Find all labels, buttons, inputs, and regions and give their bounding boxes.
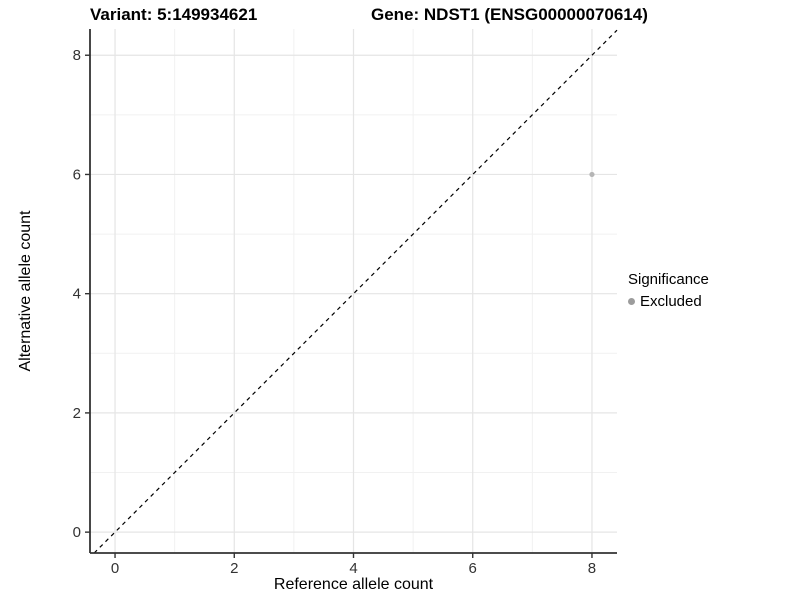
legend-entry-label: Excluded <box>640 293 702 310</box>
legend-entry: Excluded <box>628 293 709 310</box>
x-tick-label: 0 <box>111 560 119 577</box>
y-tick-label: 6 <box>73 166 81 183</box>
x-tick-label: 2 <box>230 560 238 577</box>
y-axis-title: Alternative allele count <box>17 210 34 372</box>
x-tick-label: 4 <box>349 560 357 577</box>
legend-title: Significance <box>628 271 709 288</box>
y-tick-label: 8 <box>73 47 81 64</box>
y-tick-label: 4 <box>73 286 81 303</box>
y-tick-label: 0 <box>73 524 81 541</box>
legend-point-icon <box>628 298 635 305</box>
gene-title: Gene: NDST1 (ENSG00000070614) <box>371 5 648 24</box>
data-point <box>589 171 595 178</box>
legend: Significance Excluded <box>628 271 709 310</box>
identity-reference-line <box>93 29 618 554</box>
y-tick-label: 2 <box>73 405 81 422</box>
variant-title: Variant: 5:149934621 <box>90 5 258 24</box>
x-tick-label: 8 <box>588 560 596 577</box>
x-axis-title: Reference allele count <box>273 576 434 593</box>
x-tick-label: 6 <box>469 560 477 577</box>
